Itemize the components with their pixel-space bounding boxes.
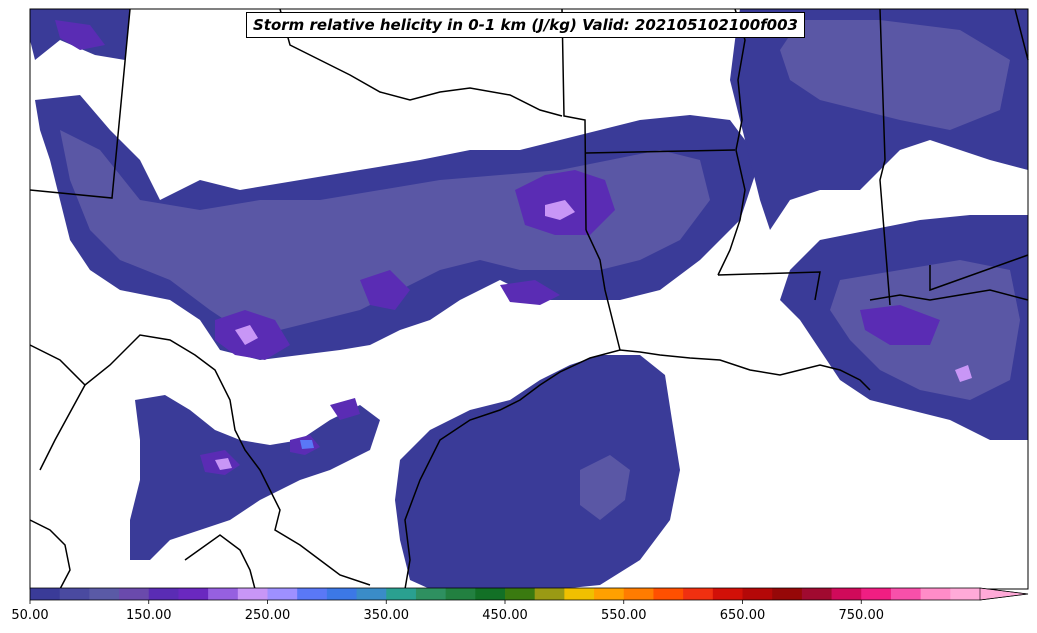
- border-rio-grande: [29, 334, 371, 586]
- colorbar-segment: [861, 588, 892, 600]
- border-nm-tx-panhandle: [29, 8, 131, 199]
- border-mississippi-river: [717, 8, 746, 276]
- colorbar-segment: [475, 588, 506, 600]
- helicity-region-northeast-inner: [780, 20, 1010, 130]
- colorbar-tick-label: 750.00: [838, 608, 885, 623]
- colorbar-segment: [950, 588, 981, 600]
- colorbar-segment: [831, 588, 862, 600]
- border-ok-ar: [561, 8, 587, 231]
- colorbar-segment: [653, 588, 684, 600]
- political-borders: [29, 8, 1029, 590]
- colorbar-segment: [178, 588, 209, 600]
- helicity-region-red-river-peak: [545, 200, 575, 220]
- colorbar-segment: [890, 588, 922, 600]
- border-al-fl: [929, 254, 1029, 292]
- map-title: Storm relative helicity in 0-1 km (J/kg)…: [246, 12, 805, 38]
- colorbar-outline: [29, 587, 1029, 601]
- helicity-region-east-texas: [500, 280, 560, 305]
- helicity-region-south-texas-peak: [215, 458, 232, 470]
- colorbar-segment: [297, 588, 328, 600]
- coastline-texas: [404, 349, 871, 590]
- border-mexico-south: [184, 534, 256, 590]
- helicity-region-gulf-plume: [395, 355, 680, 589]
- colorbar-segment: [326, 588, 358, 600]
- colorbar-segment: [623, 588, 654, 600]
- colorbar-segment: [89, 588, 120, 600]
- helicity-region-southeast-peak: [955, 365, 972, 382]
- colorbar-segment: [237, 588, 268, 600]
- colorbar-segment: [415, 588, 447, 600]
- border-la-ms-lower: [717, 271, 821, 301]
- helicity-region-hill-country: [330, 398, 360, 420]
- colorbar-segment: [356, 588, 387, 600]
- helicity-region-gulf-plume-inner: [580, 455, 630, 520]
- colorbar-tick-label: 350.00: [363, 608, 410, 623]
- colorbar-segment: [712, 588, 743, 600]
- helicity-region-north-texas: [360, 270, 410, 310]
- colorbar-extend-arrow: [979, 587, 1029, 601]
- colorbar-segment: [30, 588, 61, 600]
- colorbar-tick-label: 250.00: [244, 608, 291, 623]
- helicity-region-rio-grande-peak: [300, 440, 314, 449]
- colorbar-segment: [920, 588, 951, 600]
- border-red-river: [279, 8, 563, 117]
- colorbar-tick-label: 450.00: [482, 608, 528, 623]
- colorbar-tick-label: 550.00: [601, 608, 647, 623]
- coastline-florida: [869, 289, 1029, 301]
- border-mexico-west: [29, 519, 71, 590]
- helicity-region-southeast-core: [860, 305, 940, 345]
- colorbar-segment: [386, 588, 417, 600]
- colorbar-segment: [119, 588, 150, 600]
- helicity-fill-layer: [30, 9, 1028, 589]
- colorbar-segment: [801, 588, 833, 600]
- border-mexico-inner: [39, 384, 86, 471]
- colorbar-segment: [594, 588, 625, 600]
- colorbar-segment: [564, 588, 595, 600]
- colorbar-segment: [445, 588, 476, 600]
- border-ms-al: [879, 8, 891, 306]
- colorbar: [29, 587, 1029, 604]
- colorbar-tick-label: 50.00: [11, 608, 49, 623]
- border-la-tx: [585, 229, 621, 351]
- border-ar-la: [585, 149, 736, 154]
- border-far-northeast: [1014, 8, 1029, 61]
- colorbar-segment: [505, 588, 536, 600]
- helicity-region-central-texas-peak: [235, 325, 258, 345]
- colorbar-segment: [772, 588, 803, 600]
- colorbar-tick-label: 650.00: [719, 608, 766, 623]
- colorbar-segment: [208, 588, 239, 600]
- helicity-region-south-texas: [130, 395, 380, 560]
- colorbar-segment: [267, 588, 298, 600]
- colorbar-tick-label: 150.00: [126, 608, 172, 623]
- helicity-region-northwest-inner: [55, 20, 105, 50]
- colorbar-segment: [742, 588, 773, 600]
- colorbar-segment: [148, 588, 179, 600]
- colorbar-segment: [59, 588, 90, 600]
- colorbar-segment: [683, 588, 714, 600]
- colorbar-segment: [534, 588, 565, 600]
